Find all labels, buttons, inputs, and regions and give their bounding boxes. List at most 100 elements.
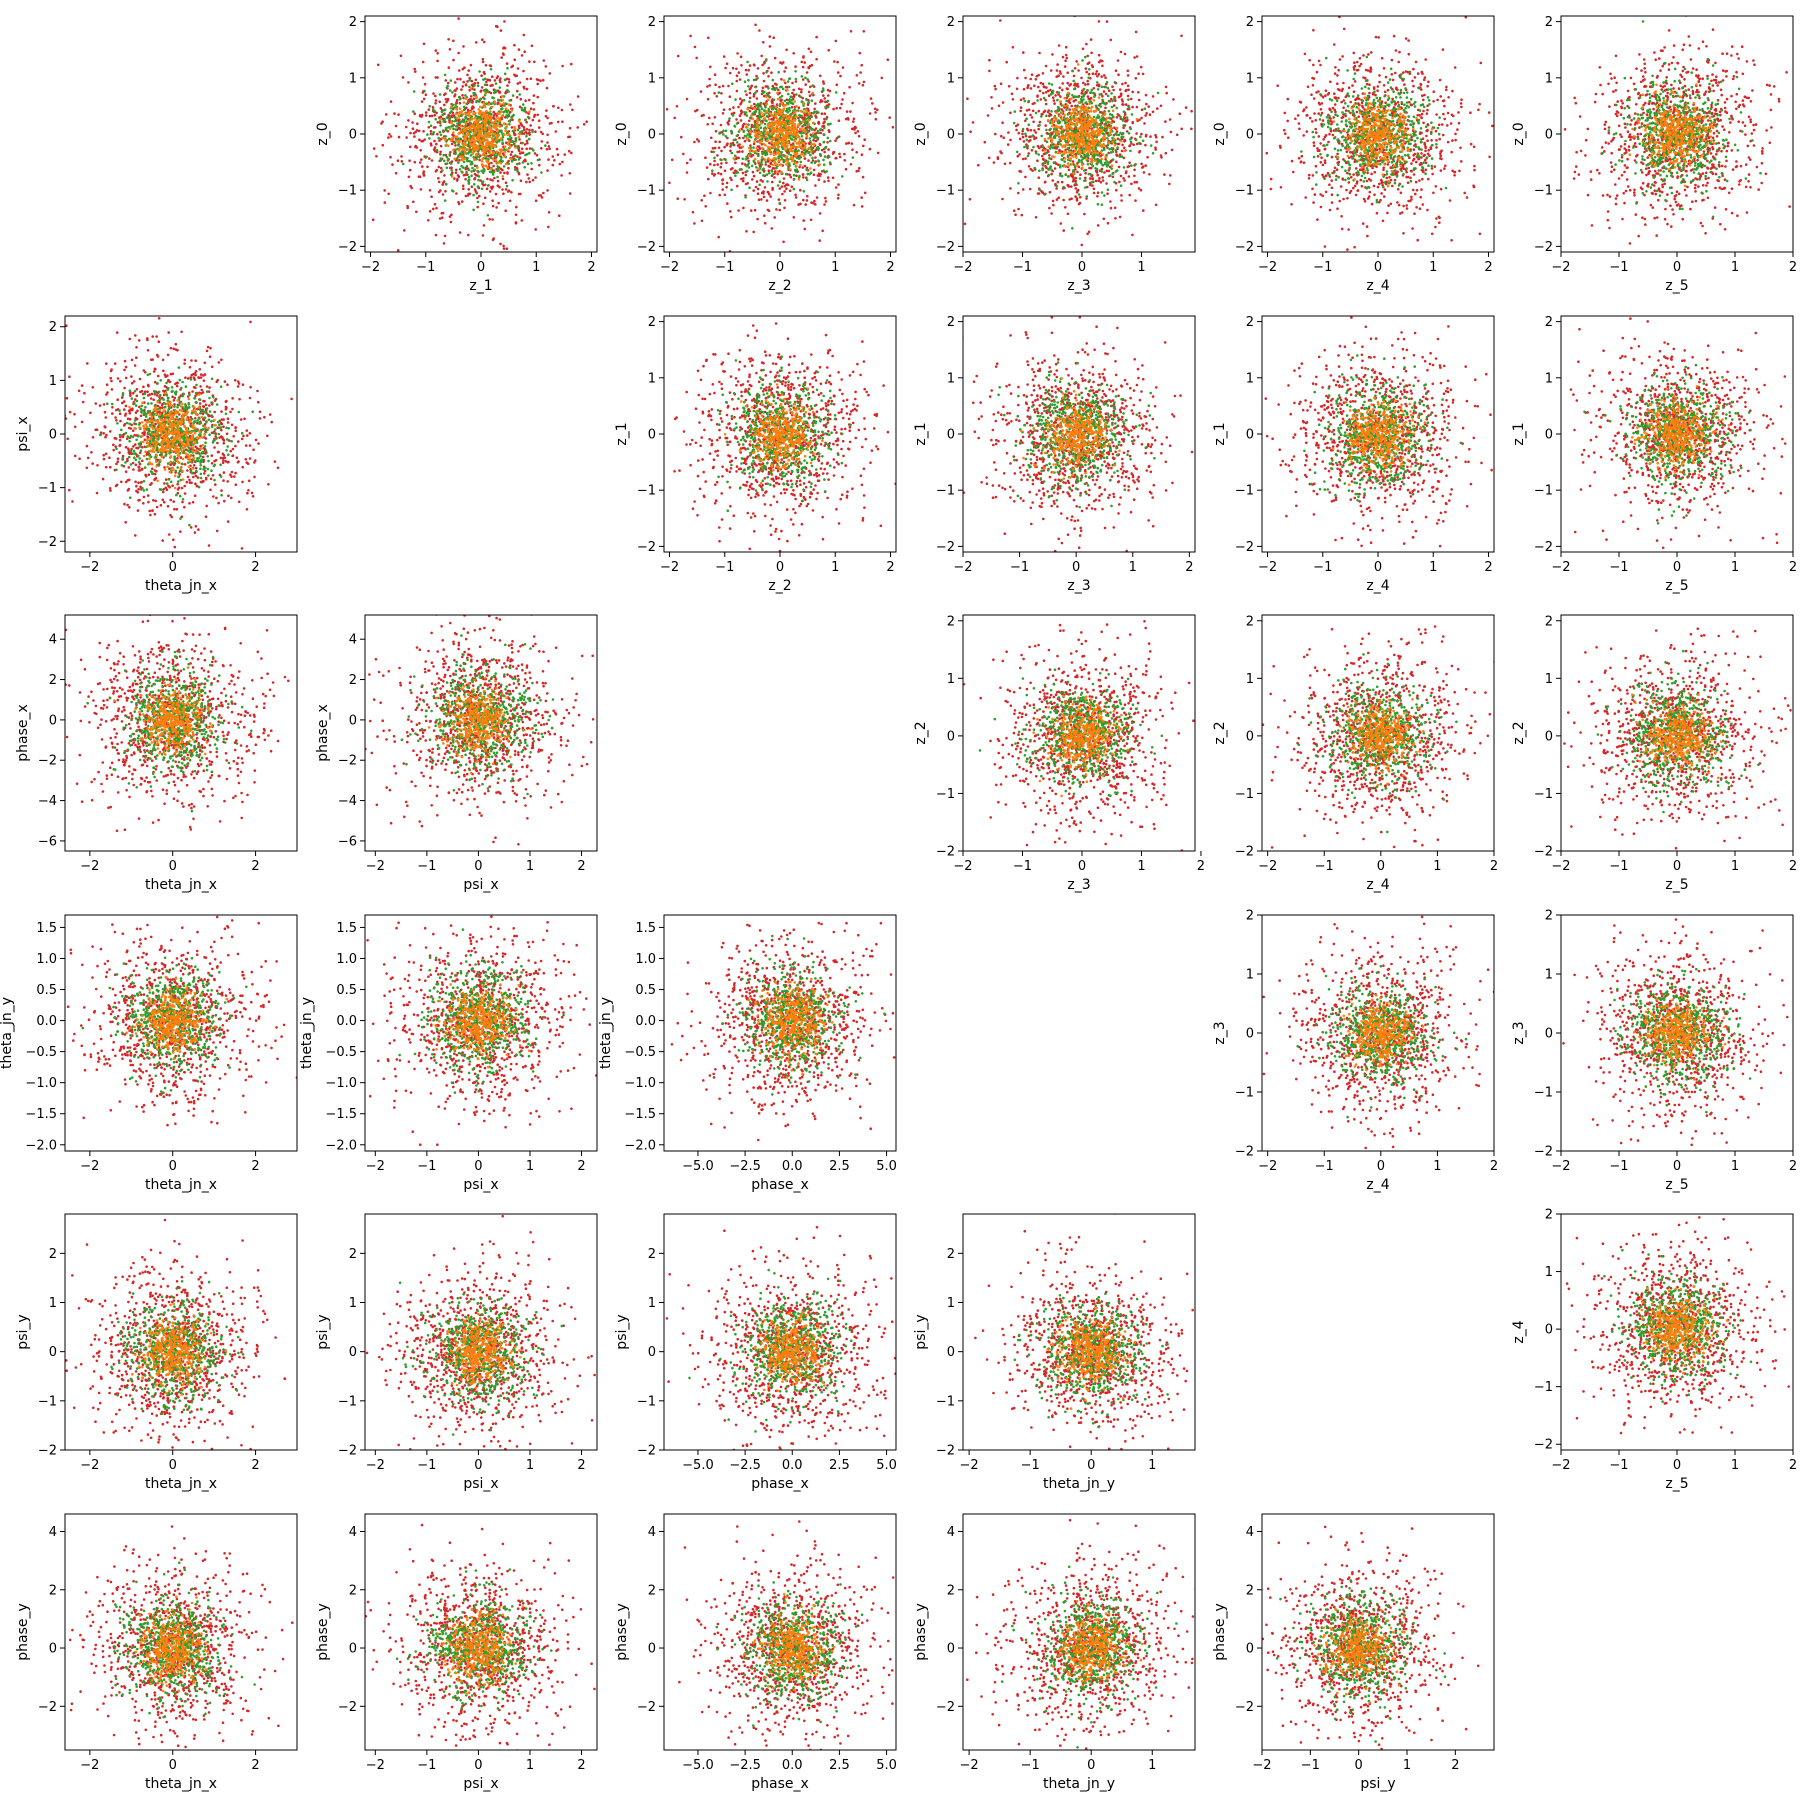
scatter-point bbox=[809, 50, 813, 54]
scatter-point bbox=[752, 95, 756, 98]
scatter-point bbox=[528, 180, 531, 184]
scatter-point bbox=[721, 112, 725, 115]
scatter-point bbox=[738, 146, 741, 149]
scatter-point bbox=[814, 139, 818, 143]
scatter-point bbox=[409, 131, 412, 135]
scatter-point bbox=[1066, 81, 1069, 85]
scatter-point bbox=[748, 88, 752, 91]
scatter-point bbox=[501, 175, 505, 178]
scatter-point bbox=[454, 171, 458, 174]
scatter-point bbox=[490, 112, 493, 116]
scatter-point bbox=[795, 115, 798, 118]
scatter-point bbox=[478, 70, 481, 73]
scatter-point bbox=[496, 124, 499, 127]
scatter-point bbox=[1074, 104, 1077, 108]
scatter-point bbox=[539, 130, 543, 134]
scatter-point bbox=[711, 147, 715, 150]
scatter-point bbox=[495, 150, 499, 153]
scatter-point bbox=[1133, 174, 1136, 178]
scatter-point bbox=[713, 116, 717, 119]
scatter-point bbox=[747, 159, 750, 163]
scatter-point bbox=[525, 87, 529, 91]
scatter-point bbox=[482, 78, 485, 81]
scatter-point bbox=[805, 71, 809, 74]
scatter-point bbox=[780, 185, 784, 188]
scatter-point bbox=[1029, 128, 1033, 132]
scatter-point bbox=[1117, 73, 1120, 76]
scatter-point bbox=[722, 108, 726, 111]
scatter-point bbox=[463, 137, 466, 141]
scatter-point bbox=[765, 152, 769, 156]
scatter-point bbox=[813, 136, 816, 140]
scatter-point bbox=[1055, 198, 1059, 201]
scatter-point bbox=[498, 148, 502, 152]
scatter-point bbox=[969, 130, 972, 133]
scatter-point bbox=[1010, 92, 1014, 96]
scatter-point bbox=[419, 149, 423, 152]
scatter-point bbox=[445, 129, 448, 132]
scatter-point bbox=[1051, 89, 1055, 93]
scatter-point bbox=[794, 161, 797, 165]
scatter-point bbox=[480, 134, 484, 138]
scatter-point bbox=[707, 36, 710, 40]
scatter-point bbox=[489, 167, 493, 171]
scatter-point bbox=[381, 143, 385, 147]
scatter-point bbox=[1144, 93, 1148, 97]
scatter-point bbox=[811, 156, 814, 160]
scatter-point bbox=[789, 149, 793, 153]
scatter-point bbox=[761, 168, 764, 171]
scatter-point bbox=[403, 229, 406, 232]
scatter-point bbox=[823, 97, 826, 100]
scatter-point bbox=[511, 94, 515, 97]
scatter-point bbox=[529, 124, 532, 127]
scatter-point bbox=[504, 126, 508, 129]
scatter-point bbox=[792, 88, 795, 92]
scatter-point bbox=[467, 178, 471, 182]
scatter-point bbox=[1059, 95, 1062, 98]
scatter-point bbox=[743, 80, 747, 83]
scatter-point bbox=[449, 79, 453, 82]
scatter-point bbox=[861, 175, 865, 179]
scatter-point bbox=[424, 114, 428, 117]
scatter-point bbox=[532, 101, 535, 105]
scatter-point bbox=[436, 76, 439, 79]
scatter-point bbox=[790, 98, 794, 102]
scatter-point bbox=[463, 135, 467, 138]
scatter-point bbox=[440, 212, 444, 215]
scatter-point bbox=[800, 60, 804, 64]
scatter-point bbox=[428, 210, 432, 213]
scatter-point bbox=[439, 150, 442, 154]
scatter-point bbox=[488, 131, 492, 135]
scatter-point bbox=[815, 132, 818, 135]
scatter-point bbox=[491, 157, 495, 161]
scatter-point bbox=[735, 79, 739, 83]
scatter-point bbox=[443, 234, 447, 238]
scatter-point bbox=[455, 192, 458, 195]
scatter-point bbox=[747, 68, 750, 72]
scatter-point bbox=[561, 120, 564, 123]
scatter-point bbox=[963, 222, 967, 226]
scatter-point bbox=[790, 128, 793, 132]
scatter-point bbox=[1100, 75, 1103, 78]
scatter-point bbox=[498, 118, 501, 121]
scatter-point bbox=[1096, 81, 1099, 84]
scatter-point bbox=[786, 160, 789, 163]
scatter-point bbox=[1096, 173, 1099, 177]
scatter-point bbox=[1017, 191, 1020, 195]
scatter-point bbox=[719, 123, 723, 127]
y-tick-label: 0 bbox=[648, 128, 656, 143]
scatter-point bbox=[1041, 145, 1044, 149]
scatter-point bbox=[482, 40, 486, 44]
scatter-point bbox=[1120, 199, 1123, 202]
scatter-point bbox=[1050, 172, 1053, 176]
scatter-point bbox=[1016, 76, 1019, 80]
scatter-point bbox=[755, 118, 759, 121]
scatter-point bbox=[802, 123, 806, 127]
scatter-point bbox=[778, 96, 782, 99]
scatter-point bbox=[774, 115, 777, 118]
scatter-point bbox=[765, 199, 769, 202]
scatter-point bbox=[490, 145, 493, 148]
scatter-point bbox=[824, 145, 828, 149]
scatter-point bbox=[773, 128, 776, 132]
scatter-point bbox=[777, 119, 781, 122]
